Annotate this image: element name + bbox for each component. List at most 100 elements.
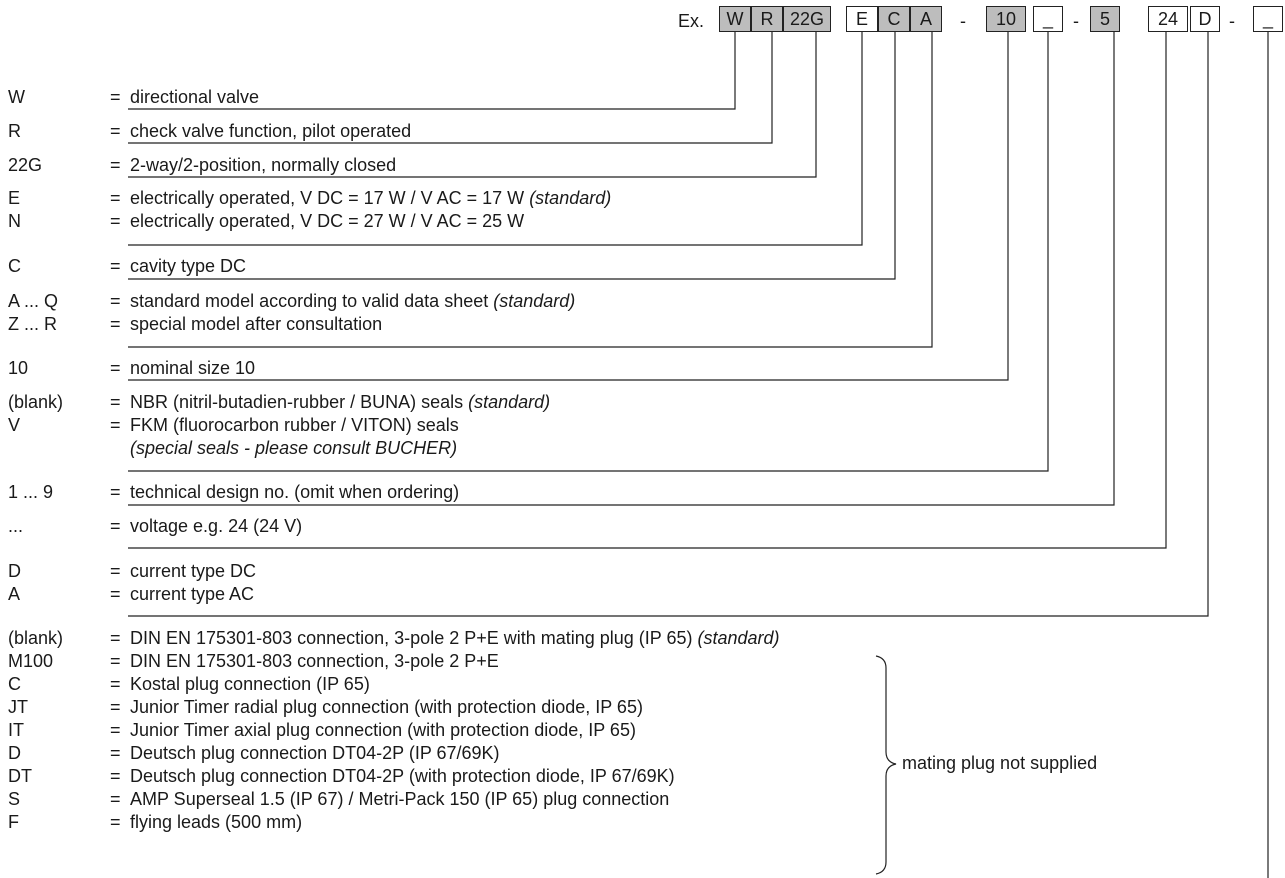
row-equals: = xyxy=(110,561,121,581)
row-desc-text: standard model according to valid data s… xyxy=(130,291,489,311)
row-code: DT xyxy=(8,766,32,786)
code-box-c: C xyxy=(878,6,910,32)
row-desc: cavity type DC xyxy=(130,256,247,276)
row-desc: current type AC xyxy=(130,584,255,604)
row-desc: Deutsch plug connection DT04-2P (IP 67/6… xyxy=(130,743,500,763)
row-desc-text: NBR (nitril-butadien-rubber / BUNA) seal… xyxy=(130,392,464,412)
separator-1: - xyxy=(960,11,966,31)
row-note: (standard) xyxy=(468,392,551,412)
row-equals: = xyxy=(110,766,121,786)
row-code: W xyxy=(8,87,25,107)
row-desc: check valve function, pilot operated xyxy=(130,121,412,141)
row-desc: nominal size 10 xyxy=(130,358,256,378)
row-equals: = xyxy=(110,188,121,208)
row-code: 22G xyxy=(8,155,43,175)
row-code: C xyxy=(8,256,21,276)
row-code: V xyxy=(8,415,21,435)
row-equals: = xyxy=(110,697,121,717)
brace-label: mating plug not supplied xyxy=(902,753,1098,773)
code-box-e: E xyxy=(846,6,878,32)
row-desc: standard model according to valid data s… xyxy=(130,290,575,312)
row-desc: Deutsch plug connection DT04-2P (with pr… xyxy=(130,766,675,786)
code-box-5: 5 xyxy=(1090,6,1120,32)
row-equals: = xyxy=(110,516,121,536)
row-note: (standard) xyxy=(529,188,612,208)
row-desc: directional valve xyxy=(130,87,260,107)
row-equals: = xyxy=(110,87,121,107)
row-desc: electrically operated, V DC = 17 W / V A… xyxy=(130,187,611,209)
row-code: A xyxy=(8,584,21,604)
row-code: R xyxy=(8,121,21,141)
row-desc: DIN EN 175301-803 connection, 3-pole 2 P… xyxy=(130,627,780,649)
row-equals: = xyxy=(110,482,121,502)
row-note: (standard) xyxy=(493,291,576,311)
row-code: F xyxy=(8,812,19,832)
row-code: C xyxy=(8,674,21,694)
row-code: (blank) xyxy=(8,392,64,412)
row-equals: = xyxy=(110,358,121,378)
row-desc: Kostal plug connection (IP 65) xyxy=(130,674,370,694)
code-box-d: D xyxy=(1190,6,1220,32)
row-note: (standard) xyxy=(697,628,780,648)
row-code: JT xyxy=(8,697,28,717)
row-equals: = xyxy=(110,743,121,763)
row-equals: = xyxy=(110,256,121,276)
row-code: Z ... R xyxy=(8,314,57,334)
code-box-seal: _ xyxy=(1033,6,1063,32)
row-code: D xyxy=(8,743,21,763)
row-desc: Junior Timer radial plug connection (wit… xyxy=(130,697,643,717)
row-desc: 2-way/2-position, normally closed xyxy=(130,155,397,175)
row-code: ... xyxy=(8,516,24,536)
separator-3: - xyxy=(1229,11,1235,31)
row-equals: = xyxy=(110,415,121,435)
row-desc: technical design no. (omit when ordering… xyxy=(130,482,460,502)
row-desc: voltage e.g. 24 (24 V) xyxy=(130,516,303,536)
row-equals: = xyxy=(110,789,121,809)
row-equals: = xyxy=(110,291,121,311)
row-desc: flying leads (500 mm) xyxy=(130,812,303,832)
separator-2: - xyxy=(1073,11,1079,31)
row-code: 1 ... 9 xyxy=(8,482,54,502)
row-desc: special model after consultation xyxy=(130,314,383,334)
row-desc: FKM (fluorocarbon rubber / VITON) seals xyxy=(130,415,459,435)
row-code: S xyxy=(8,789,21,809)
curly-brace xyxy=(875,655,897,875)
code-box-plug: _ xyxy=(1253,6,1283,32)
row-code: IT xyxy=(8,720,24,740)
row-code: A ... Q xyxy=(8,291,59,311)
row-code: D xyxy=(8,561,21,581)
example-label: Ex. xyxy=(678,11,705,31)
row-equals: = xyxy=(110,392,121,412)
row-desc-text: DIN EN 175301-803 connection, 3-pole 2 P… xyxy=(130,628,693,648)
row-code: N xyxy=(8,211,21,231)
row-desc: DIN EN 175301-803 connection, 3-pole 2 P… xyxy=(130,651,499,671)
row-equals: = xyxy=(110,651,121,671)
row-code: 10 xyxy=(8,358,29,378)
code-box-r: R xyxy=(751,6,783,32)
row-desc: current type DC xyxy=(130,561,257,581)
row-desc-text: electrically operated, V DC = 17 W / V A… xyxy=(130,188,525,208)
code-box-22g: 22G xyxy=(783,6,831,32)
row-desc: electrically operated, V DC = 27 W / V A… xyxy=(130,211,525,231)
row-desc: NBR (nitril-butadien-rubber / BUNA) seal… xyxy=(130,391,550,413)
row-desc: Junior Timer axial plug connection (with… xyxy=(130,720,636,740)
code-box-a: A xyxy=(910,6,942,32)
row-code: (blank) xyxy=(8,628,64,648)
row-equals: = xyxy=(110,812,121,832)
row-code: M100 xyxy=(8,651,54,671)
row-equals: = xyxy=(110,121,121,141)
row-equals: = xyxy=(110,314,121,334)
code-box-24: 24 xyxy=(1148,6,1188,32)
row-equals: = xyxy=(110,584,121,604)
row-code: E xyxy=(8,188,21,208)
code-box-w: W xyxy=(719,6,751,32)
row-equals: = xyxy=(110,155,121,175)
row-note: (special seals - please consult BUCHER) xyxy=(130,438,458,458)
row-equals: = xyxy=(110,674,121,694)
code-box-10: 10 xyxy=(986,6,1026,32)
row-equals: = xyxy=(110,211,121,231)
row-desc: AMP Superseal 1.5 (IP 67) / Metri-Pack 1… xyxy=(130,789,670,809)
row-equals: = xyxy=(110,628,121,648)
row-equals: = xyxy=(110,720,121,740)
